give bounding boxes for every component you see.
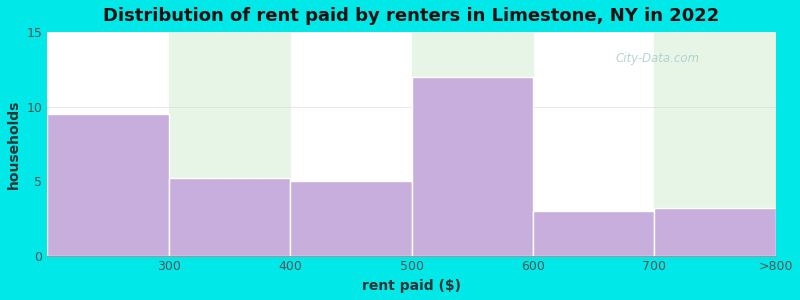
Bar xyxy=(654,208,776,256)
Bar xyxy=(169,32,290,256)
Bar xyxy=(47,114,169,256)
Bar xyxy=(654,32,776,256)
X-axis label: rent paid ($): rent paid ($) xyxy=(362,279,461,293)
Bar xyxy=(169,178,290,256)
Text: City-Data.com: City-Data.com xyxy=(615,52,700,65)
Bar xyxy=(290,181,411,256)
Bar xyxy=(411,32,533,256)
Y-axis label: households: households xyxy=(7,99,21,188)
Title: Distribution of rent paid by renters in Limestone, NY in 2022: Distribution of rent paid by renters in … xyxy=(103,7,720,25)
Bar xyxy=(533,211,654,256)
Bar xyxy=(411,77,533,256)
